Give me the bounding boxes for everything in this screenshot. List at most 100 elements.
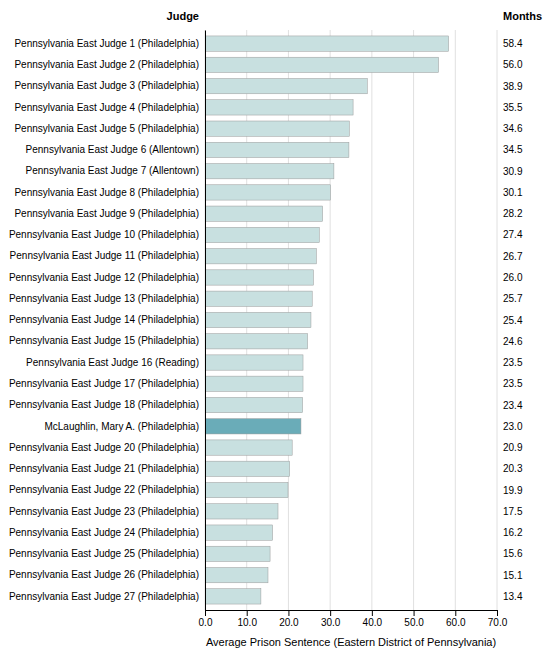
tick-label: Pennsylvania East Judge 25 (Philadelphia… bbox=[9, 548, 199, 559]
bar bbox=[205, 270, 313, 285]
tick: McLaughlin, Mary A. (Philadelphia) bbox=[44, 421, 205, 432]
bar bbox=[205, 567, 268, 582]
tick-label: Pennsylvania East Judge 7 (Allentown) bbox=[26, 165, 199, 176]
data-label: 34.6 bbox=[503, 123, 523, 134]
tick-mark bbox=[455, 610, 456, 616]
tick: Pennsylvania East Judge 17 (Philadelphia… bbox=[9, 378, 205, 389]
data-label: 17.5 bbox=[503, 506, 523, 517]
data-label: 16.2 bbox=[503, 527, 523, 538]
bar bbox=[205, 227, 319, 242]
x-axis-title: Average Prison Sentence (Eastern Distric… bbox=[206, 636, 496, 648]
data-label: 20.9 bbox=[503, 442, 523, 453]
data-label: 28.2 bbox=[503, 208, 523, 219]
data-label: 23.0 bbox=[503, 421, 523, 432]
bar bbox=[205, 440, 292, 455]
bar bbox=[205, 291, 312, 306]
tick: Pennsylvania East Judge 18 (Philadelphia… bbox=[9, 399, 205, 410]
data-labels: 58.456.038.935.534.634.530.930.128.227.4… bbox=[503, 38, 523, 602]
tick: Pennsylvania East Judge 25 (Philadelphia… bbox=[9, 548, 205, 559]
grid-line bbox=[330, 30, 331, 610]
tick: Pennsylvania East Judge 7 (Allentown) bbox=[26, 165, 205, 176]
data-label: 34.5 bbox=[503, 144, 523, 155]
data-label: 26.0 bbox=[503, 272, 523, 283]
tick-label: Pennsylvania East Judge 18 (Philadelphia… bbox=[9, 399, 199, 410]
tick: Pennsylvania East Judge 20 (Philadelphia… bbox=[9, 442, 205, 453]
axis-line bbox=[205, 31, 206, 611]
data-label: 35.5 bbox=[503, 102, 523, 113]
bar bbox=[205, 419, 301, 434]
tick: Pennsylvania East Judge 11 (Philadelphia… bbox=[10, 250, 205, 261]
tick: Pennsylvania East Judge 12 (Philadelphia… bbox=[9, 272, 205, 283]
grid-line bbox=[413, 30, 414, 610]
tick-mark bbox=[247, 610, 248, 616]
tick: 0.0 bbox=[199, 610, 213, 628]
tick: 20.0 bbox=[279, 610, 299, 628]
tick-label: Pennsylvania East Judge 8 (Philadelphia) bbox=[14, 187, 199, 198]
data-label: 27.4 bbox=[503, 229, 523, 240]
tick-mark bbox=[372, 610, 373, 616]
tick-label: Pennsylvania East Judge 5 (Philadelphia) bbox=[14, 123, 199, 134]
x-axis: 0.0 10.0 20.0 30.0 40.0 50.0 60.0 70.0 bbox=[199, 610, 508, 628]
bar bbox=[205, 312, 311, 327]
bar bbox=[205, 100, 353, 115]
tick: 70.0 bbox=[488, 610, 508, 628]
bar bbox=[205, 334, 308, 349]
tick: 60.0 bbox=[446, 610, 466, 628]
grid bbox=[205, 30, 497, 610]
tick-label: Pennsylvania East Judge 24 (Philadelphia… bbox=[9, 527, 199, 538]
tick: 40.0 bbox=[363, 610, 383, 628]
grid-line bbox=[497, 30, 498, 610]
grid-line bbox=[455, 30, 456, 610]
tick: Pennsylvania East Judge 4 (Philadelphia) bbox=[14, 102, 205, 113]
plot: 0.0 10.0 20.0 30.0 40.0 50.0 60.0 70.0 Pennsylva… bbox=[9, 10, 542, 648]
tick-label: Pennsylvania East Judge 6 (Allentown) bbox=[26, 144, 199, 155]
bar bbox=[205, 206, 323, 221]
tick-label: 0.0 bbox=[199, 617, 213, 628]
bar bbox=[205, 546, 270, 561]
tick-label: 30.0 bbox=[321, 617, 341, 628]
axis-line bbox=[206, 611, 498, 617]
tick-mark bbox=[288, 610, 289, 616]
tick: 50.0 bbox=[404, 610, 424, 628]
tick: 30.0 bbox=[321, 610, 341, 628]
tick: Pennsylvania East Judge 14 (Philadelphia… bbox=[9, 314, 205, 325]
data-label: 23.5 bbox=[503, 378, 523, 389]
tick-label: Pennsylvania East Judge 15 (Philadelphia… bbox=[9, 335, 199, 346]
tick-label: Pennsylvania East Judge 23 (Philadelphia… bbox=[9, 506, 199, 517]
data-label: 58.4 bbox=[503, 38, 523, 49]
data-label: 13.4 bbox=[503, 591, 523, 602]
tick: Pennsylvania East Judge 21 (Philadelphia… bbox=[9, 463, 205, 474]
tick: Pennsylvania East Judge 3 (Philadelphia) bbox=[14, 80, 205, 91]
bars bbox=[205, 36, 449, 604]
chart: 0.0 10.0 20.0 30.0 40.0 50.0 60.0 70.0 Pennsylva… bbox=[0, 0, 550, 658]
tick-label: 70.0 bbox=[488, 617, 508, 628]
tick-label: Pennsylvania East Judge 9 (Philadelphia) bbox=[14, 208, 199, 219]
data-label: 15.1 bbox=[503, 570, 523, 581]
tick-label: Pennsylvania East Judge 13 (Philadelphia… bbox=[9, 293, 199, 304]
tick-label: Pennsylvania East Judge 27 (Philadelphia… bbox=[9, 591, 199, 602]
tick-label: Pennsylvania East Judge 16 (Reading) bbox=[26, 357, 199, 368]
bar bbox=[205, 57, 439, 72]
data-label: 19.9 bbox=[503, 485, 523, 496]
tick: Pennsylvania East Judge 24 (Philadelphia… bbox=[9, 527, 205, 538]
tick: 10.0 bbox=[237, 610, 257, 628]
data-label: 15.6 bbox=[503, 548, 523, 559]
y-axis-title: Judge bbox=[167, 10, 199, 22]
bar bbox=[205, 376, 303, 391]
tick: Pennsylvania East Judge 15 (Philadelphia… bbox=[9, 335, 205, 346]
tick-label: Pennsylvania East Judge 4 (Philadelphia) bbox=[14, 102, 199, 113]
data-label: 23.4 bbox=[503, 400, 523, 411]
data-label: 30.9 bbox=[503, 166, 523, 177]
tick-mark bbox=[205, 610, 206, 616]
tick-label: Pennsylvania East Judge 22 (Philadelphia… bbox=[9, 484, 199, 495]
bar bbox=[205, 36, 449, 51]
tick: Pennsylvania East Judge 9 (Philadelphia) bbox=[14, 208, 205, 219]
tick: Pennsylvania East Judge 13 (Philadelphia… bbox=[9, 293, 205, 304]
data-label: 24.6 bbox=[503, 336, 523, 347]
data-label: 56.0 bbox=[503, 59, 523, 70]
tick-label: 10.0 bbox=[237, 617, 257, 628]
tick-mark bbox=[497, 610, 498, 616]
bar bbox=[205, 397, 303, 412]
tick: Pennsylvania East Judge 23 (Philadelphia… bbox=[9, 506, 205, 517]
data-label: 26.7 bbox=[503, 251, 523, 262]
